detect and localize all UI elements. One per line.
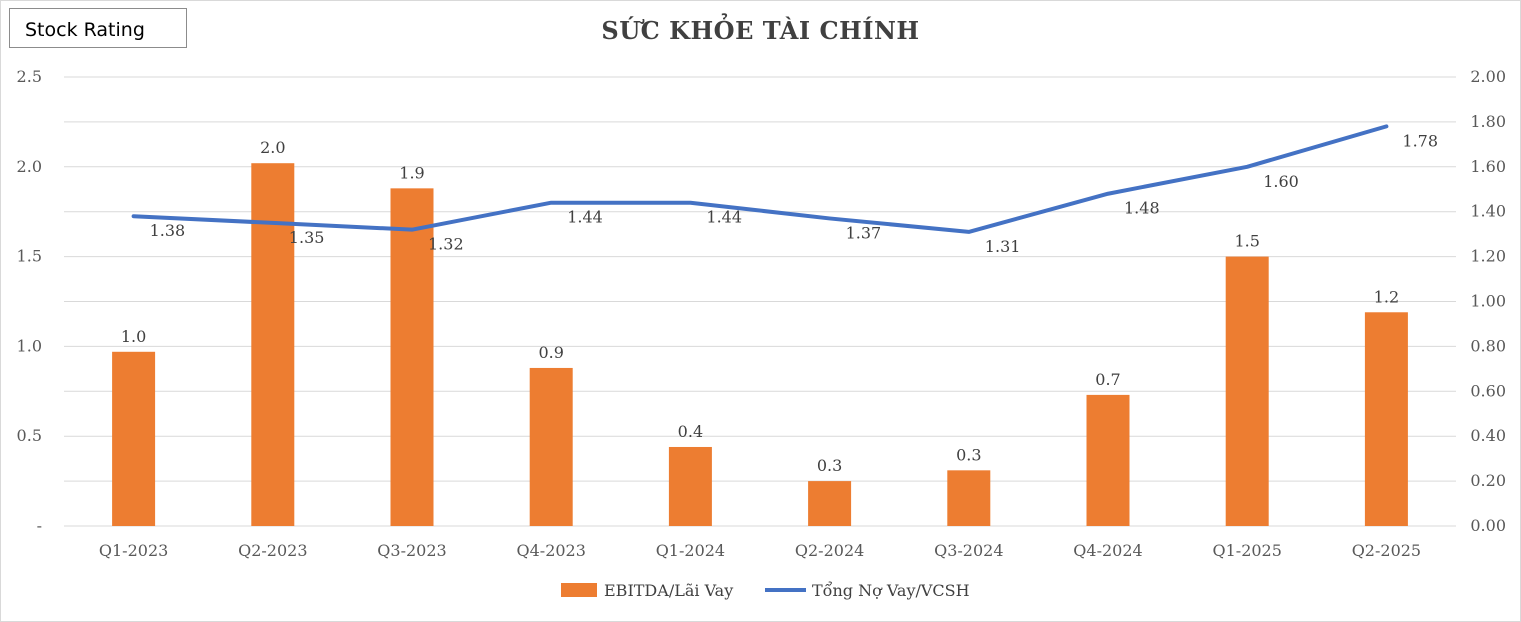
bar xyxy=(112,351,156,526)
y-right-tick-label: 0.00 xyxy=(1470,516,1506,535)
y-left-tick-label: 2.5 xyxy=(17,67,42,86)
bar xyxy=(1225,256,1269,526)
bar-data-label: 0.7 xyxy=(1095,370,1120,389)
y-right-tick-label: 1.80 xyxy=(1470,112,1506,131)
bar-data-label: 0.4 xyxy=(678,422,703,441)
bar xyxy=(529,367,573,526)
line-data-label: 1.31 xyxy=(985,237,1021,256)
line-data-label: 1.35 xyxy=(289,228,325,247)
line-data-label: 1.38 xyxy=(150,221,186,240)
y-right-tick-label: 1.40 xyxy=(1470,202,1506,221)
line-data-label: 1.78 xyxy=(1402,131,1438,150)
stock-rating-badge: Stock Rating xyxy=(9,8,187,48)
x-category-label: Q4-2023 xyxy=(516,541,585,560)
line-data-label: 1.48 xyxy=(1124,199,1160,218)
x-category-label: Q2-2023 xyxy=(238,541,307,560)
bar xyxy=(668,446,712,526)
bar-series xyxy=(112,163,1408,527)
line-data-label: 1.60 xyxy=(1263,172,1299,191)
bar-data-label: 2.0 xyxy=(260,138,285,157)
bar xyxy=(808,481,852,526)
category-axis-labels: Q1-2023 Q2-2023 Q3-2023 Q4-2023 Q1-2024 Q2-20… xyxy=(99,541,1421,560)
bar xyxy=(251,163,295,526)
y-right-tick-label: 0.80 xyxy=(1470,336,1506,355)
line-series xyxy=(131,124,1389,234)
x-category-label: Q1-2025 xyxy=(1212,541,1281,560)
line-data-label: 1.32 xyxy=(428,235,464,254)
legend: EBITDA/Lãi Vay Tổng Nợ Vay/VCSH xyxy=(561,581,970,600)
line-data-label: 1.44 xyxy=(567,208,603,227)
y-left-tick-label: 2.0 xyxy=(17,157,42,176)
y-right-tick-label: 1.60 xyxy=(1470,157,1506,176)
y-right-tick-label: 0.20 xyxy=(1470,471,1506,490)
right-axis-ticks: 0.00 0.20 0.40 0.60 0.80 1.00 1.20 1.40 1.60 1.80… xyxy=(1470,67,1506,535)
y-left-tick-label: 1.5 xyxy=(17,247,42,266)
y-right-tick-label: 2.00 xyxy=(1470,67,1506,86)
left-axis-ticks: - 0.5 1.0 1.5 2.0 2.5 xyxy=(17,67,42,535)
y-right-tick-label: 1.00 xyxy=(1470,292,1506,311)
bar xyxy=(947,470,991,526)
bar-data-label: 0.3 xyxy=(956,445,981,464)
bar-data-label: 0.9 xyxy=(538,343,563,362)
y-left-tick-label: - xyxy=(37,516,42,535)
bar-data-label: 1.0 xyxy=(121,327,146,346)
legend-swatch-bar xyxy=(561,583,597,597)
bar xyxy=(390,188,434,527)
x-category-label: Q2-2024 xyxy=(795,541,864,560)
data-labels: 1.0 2.0 1.9 0.9 0.4 0.3 0.3 0.7 1.5 1.2 1.38 1.35 1.… xyxy=(121,131,1438,475)
line-data-label: 1.37 xyxy=(846,223,882,242)
legend-label-bar: EBITDA/Lãi Vay xyxy=(604,581,733,600)
bar-data-label: 1.5 xyxy=(1234,232,1259,251)
x-category-label: Q1-2023 xyxy=(99,541,168,560)
x-category-label: Q2-2025 xyxy=(1352,541,1421,560)
line-data-label: 1.44 xyxy=(706,208,742,227)
y-right-tick-label: 0.40 xyxy=(1470,426,1506,445)
x-category-label: Q3-2023 xyxy=(377,541,446,560)
bar-data-label: 1.9 xyxy=(399,163,424,182)
x-category-label: Q1-2024 xyxy=(656,541,725,560)
y-left-tick-label: 0.5 xyxy=(17,426,42,445)
chart-title: SỨC KHỎE TÀI CHÍNH xyxy=(601,16,920,45)
bar xyxy=(1364,312,1408,526)
gridlines xyxy=(64,76,1456,527)
y-right-tick-label: 1.20 xyxy=(1470,247,1506,266)
legend-label-line: Tổng Nợ Vay/VCSH xyxy=(812,581,970,600)
y-right-tick-label: 0.60 xyxy=(1470,381,1506,400)
line-path xyxy=(131,124,1389,234)
x-category-label: Q3-2024 xyxy=(934,541,1003,560)
bar-data-label: 0.3 xyxy=(817,456,842,475)
y-left-tick-label: 1.0 xyxy=(17,336,42,355)
bar xyxy=(1086,394,1130,526)
x-category-label: Q4-2024 xyxy=(1073,541,1142,560)
bar-data-label: 1.2 xyxy=(1374,287,1399,306)
